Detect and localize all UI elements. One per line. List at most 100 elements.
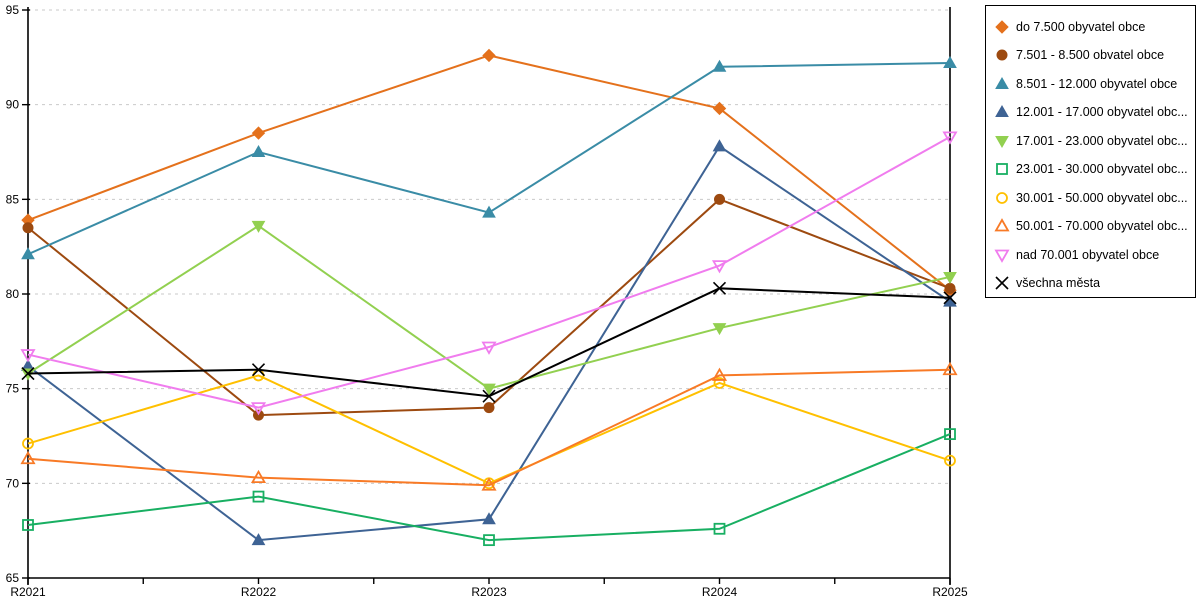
series-line bbox=[27, 54, 951, 291]
square-marker bbox=[252, 490, 265, 503]
legend-item-5: 23.001 - 30.000 obyvatel obc... bbox=[994, 156, 1191, 183]
x-axis-label: R2023 bbox=[471, 585, 507, 599]
square-marker bbox=[713, 522, 726, 535]
legend-item-label: 12.001 - 17.000 obyvatel obc... bbox=[1016, 105, 1188, 120]
triangle-down-icon bbox=[995, 135, 1009, 148]
triangle-down-icon bbox=[994, 249, 1010, 263]
x-marker bbox=[943, 291, 957, 305]
legend-item-6: 30.001 - 50.000 obyvatel obc... bbox=[994, 184, 1191, 211]
triangle-down-marker bbox=[995, 135, 1009, 148]
triangle-up-marker bbox=[942, 361, 958, 376]
circle-marker bbox=[483, 402, 495, 414]
triangle-down-marker bbox=[482, 383, 496, 396]
triangle-down-marker bbox=[20, 349, 36, 363]
legend-item-1: 7.501 - 8.500 obvatel obce bbox=[994, 42, 1191, 69]
legend-item-3: 12.001 - 17.000 obyvatel obc... bbox=[994, 99, 1191, 126]
triangle-up-icon bbox=[995, 76, 1009, 89]
circle-marker bbox=[714, 193, 725, 205]
legend-item-0: do 7.500 obyvatel obce bbox=[994, 13, 1191, 40]
x-axis-label: R2021 bbox=[10, 585, 46, 599]
triangle-up-marker bbox=[482, 512, 496, 525]
legend-item-label: do 7.500 obyvatel obce bbox=[1016, 19, 1146, 34]
circle-marker bbox=[944, 454, 956, 467]
triangle-up-marker bbox=[250, 469, 267, 484]
series-3 bbox=[21, 139, 957, 546]
series-2 bbox=[21, 56, 957, 260]
series-line bbox=[27, 62, 951, 256]
y-axis-label: 95 bbox=[6, 3, 20, 17]
legend-item-label: 30.001 - 50.000 obyvatel obc... bbox=[1016, 190, 1188, 205]
circle-icon bbox=[996, 191, 1008, 204]
triangle-up-marker bbox=[995, 76, 1009, 89]
legend-item-4: 17.001 - 23.000 obyvatel obc... bbox=[994, 127, 1191, 154]
triangle-down-marker bbox=[481, 341, 497, 355]
series-0 bbox=[21, 48, 957, 297]
y-axis-label: 90 bbox=[6, 98, 20, 112]
diamond-icon bbox=[995, 19, 1009, 34]
triangle-up-marker bbox=[251, 144, 266, 157]
x-axis-label: R2024 bbox=[702, 585, 738, 599]
y-axis-label: 65 bbox=[6, 571, 20, 585]
triangle-up-marker bbox=[251, 533, 266, 546]
circle-marker bbox=[713, 377, 726, 389]
x-marker bbox=[712, 281, 727, 295]
series-5 bbox=[22, 428, 956, 547]
legend-item-2: 8.501 - 12.000 obyvatel obce bbox=[994, 70, 1191, 97]
triangle-down-marker bbox=[994, 249, 1010, 263]
triangle-down-marker bbox=[943, 271, 957, 284]
series-8 bbox=[20, 131, 958, 416]
legend-item-label: 7.501 - 8.500 obvatel obce bbox=[1016, 48, 1165, 63]
series-line bbox=[27, 135, 951, 409]
axes: 65 70 75 80 85 90 95 R2021 R2022 R2023 R2024 R2025 bbox=[6, 3, 968, 599]
square-icon bbox=[996, 163, 1008, 176]
circle-marker bbox=[22, 437, 34, 450]
triangle-up-marker bbox=[21, 247, 35, 260]
triangle-up-marker bbox=[20, 450, 36, 465]
y-axis-label: 70 bbox=[6, 476, 20, 490]
legend-item-8: nad 70.001 obyvatel obce bbox=[994, 241, 1191, 268]
x-axis-label: R2022 bbox=[241, 585, 277, 599]
diamond-marker bbox=[251, 126, 266, 140]
diamond-marker bbox=[482, 48, 496, 63]
triangle-up-icon bbox=[995, 105, 1009, 118]
series-7 bbox=[20, 361, 958, 491]
square-marker bbox=[944, 428, 956, 441]
y-axis-label: 75 bbox=[6, 382, 20, 396]
triangle-up-marker bbox=[994, 218, 1010, 232]
series-4 bbox=[21, 220, 957, 396]
triangle-down-marker bbox=[712, 323, 727, 336]
triangle-up-marker bbox=[711, 367, 728, 381]
x-marker bbox=[251, 363, 266, 377]
series-line bbox=[27, 224, 951, 390]
legend-item-9: všechna města bbox=[994, 270, 1191, 297]
triangle-down-marker bbox=[711, 260, 728, 274]
triangle-up-marker bbox=[481, 477, 497, 491]
diamond-marker bbox=[712, 101, 727, 116]
y-axis-label: 85 bbox=[6, 192, 20, 206]
legend-item-label: 23.001 - 30.000 obyvatel obc... bbox=[1016, 162, 1188, 177]
diamond-marker bbox=[995, 19, 1009, 34]
triangle-up-marker bbox=[995, 105, 1009, 118]
x-marker bbox=[995, 276, 1009, 290]
legend-item-label: všechna města bbox=[1016, 276, 1101, 291]
circle-marker bbox=[944, 282, 956, 294]
square-marker bbox=[996, 163, 1008, 176]
series-line bbox=[27, 433, 951, 542]
triangle-up-marker bbox=[943, 56, 957, 69]
x-marker bbox=[21, 366, 35, 381]
triangle-up-icon bbox=[994, 218, 1010, 232]
series-line bbox=[27, 368, 951, 487]
legend-item-label: 8.501 - 12.000 obyvatel obce bbox=[1016, 76, 1178, 91]
series-9 bbox=[21, 281, 957, 403]
circle-icon bbox=[996, 49, 1008, 61]
triangle-down-marker bbox=[250, 402, 267, 416]
triangle-down-marker bbox=[251, 220, 266, 233]
series-line bbox=[27, 374, 951, 485]
circle-marker bbox=[996, 191, 1008, 204]
triangle-up-marker bbox=[482, 205, 496, 218]
triangle-down-marker bbox=[942, 131, 958, 145]
circle-marker bbox=[996, 49, 1008, 61]
triangle-up-marker bbox=[712, 139, 727, 152]
